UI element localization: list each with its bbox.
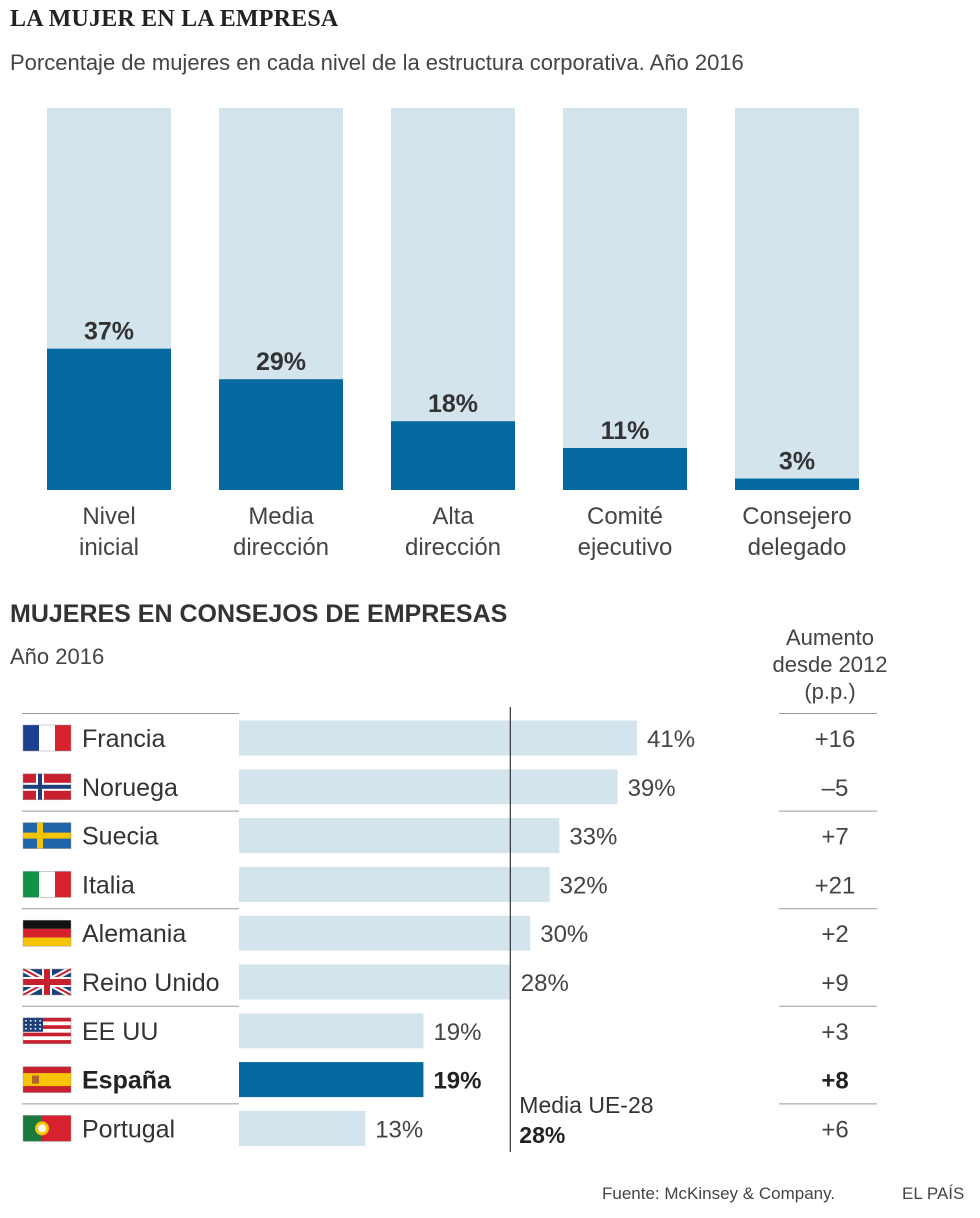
country-value-7: 19% [433, 1068, 481, 1095]
bar-value-3 [563, 447, 687, 490]
flag-portugal-icon [22, 1115, 72, 1142]
country-bar-3 [239, 866, 550, 902]
chart-subtitle: Porcentaje de mujeres en cada nivel de l… [10, 50, 744, 75]
increase-value-3: +21 [815, 872, 856, 899]
category-label-2-1: dirección [405, 534, 501, 561]
bar-label-3: 11% [601, 417, 650, 445]
country-bar-2 [239, 818, 560, 854]
bar-background-3 [563, 108, 687, 490]
country-value-6: 19% [433, 1019, 481, 1046]
country-label-0: Francia [82, 725, 165, 753]
increase-value-7: +8 [821, 1068, 848, 1095]
bar-value-0 [47, 348, 171, 490]
bar-value-4 [735, 478, 859, 490]
increase-value-4: +2 [821, 921, 848, 948]
bar-label-0: 37% [84, 318, 134, 346]
boards-subtitle: Año 2016 [10, 644, 105, 669]
category-label-0-0: Nivel [82, 503, 135, 530]
country-label-4: Alemania [82, 920, 186, 948]
country-bar-6 [239, 1013, 424, 1049]
increase-value-1: –5 [822, 775, 849, 802]
country-value-2: 33% [569, 824, 617, 851]
eu-average-label: Media UE-28 [519, 1092, 653, 1118]
increase-header-line-1: Aumento [785, 625, 875, 650]
country-value-5: 28% [521, 970, 569, 997]
category-label-3-1: ejecutivo [578, 534, 673, 561]
corporate-levels-chart: 37% Nivel inicial 29% Media dirección 18% Alta d… [47, 108, 859, 561]
brand-logo: EL PAÍS [902, 1184, 965, 1203]
flag-sweden-icon [22, 822, 72, 849]
flag-usa-icon [22, 1017, 72, 1045]
boards-chart: Francia 41% +16 Noruega 39% –5 Suecia 33% +7 Ital… [21, 707, 877, 1152]
country-bar-5 [239, 964, 511, 1000]
country-bar-0 [239, 720, 637, 756]
eu-average-value: 28% [519, 1122, 565, 1148]
increase-column-header: Aumento desde 2012 (p.p.) [760, 624, 900, 705]
country-label-5: Reino Unido [82, 969, 220, 997]
category-label-4-0: Consejero [742, 503, 851, 530]
category-label-4-1: delegado [748, 534, 847, 561]
increase-header-line-3: (p.p.) [804, 679, 856, 704]
bar-background-4 [735, 108, 859, 490]
bar-label-2: 18% [428, 390, 478, 418]
category-label-1-1: dirección [233, 534, 329, 561]
country-value-3: 32% [560, 872, 608, 899]
bar-value-1 [219, 379, 343, 490]
country-value-4: 30% [540, 921, 588, 948]
increase-value-0: +16 [815, 726, 856, 753]
category-label-0-1: inicial [79, 534, 139, 561]
bar-label-1: 29% [256, 348, 306, 376]
flag-uk-icon [21, 966, 73, 998]
increase-header-line-2: desde 2012 [772, 652, 888, 677]
country-bar-4 [239, 915, 531, 951]
increase-value-8: +6 [821, 1116, 848, 1143]
flag-spain-icon [22, 1066, 72, 1093]
flag-france-icon [22, 724, 72, 752]
category-label-1-0: Media [248, 503, 314, 530]
category-label-3-0: Comité [587, 503, 663, 530]
source-note: Fuente: McKinsey & Company. [602, 1184, 836, 1203]
flag-germany-icon [22, 919, 72, 947]
boards-title: MUJERES EN CONSEJOS DE EMPRESAS [10, 600, 508, 628]
country-bar-8 [239, 1110, 366, 1146]
country-label-6: EE UU [82, 1018, 158, 1046]
increase-value-5: +9 [821, 970, 848, 997]
country-value-0: 41% [647, 726, 695, 753]
chart-title: LA MUJER EN LA EMPRESA [10, 6, 339, 32]
increase-value-6: +3 [821, 1019, 848, 1046]
country-label-8: Portugal [82, 1115, 175, 1143]
country-bar-1 [239, 769, 618, 805]
bar-value-2 [391, 421, 515, 490]
country-bar-7 [239, 1062, 424, 1098]
country-value-1: 39% [628, 775, 676, 802]
country-label-1: Noruega [82, 774, 178, 802]
country-label-2: Suecia [82, 823, 159, 851]
country-label-3: Italia [82, 871, 135, 899]
increase-value-2: +7 [821, 824, 848, 851]
country-value-8: 13% [375, 1116, 423, 1143]
bar-label-4: 3% [779, 448, 815, 476]
category-label-2-0: Alta [432, 503, 474, 530]
country-label-7: España [82, 1067, 172, 1095]
flag-italy-icon [22, 871, 72, 898]
flag-norway-icon [22, 773, 72, 801]
